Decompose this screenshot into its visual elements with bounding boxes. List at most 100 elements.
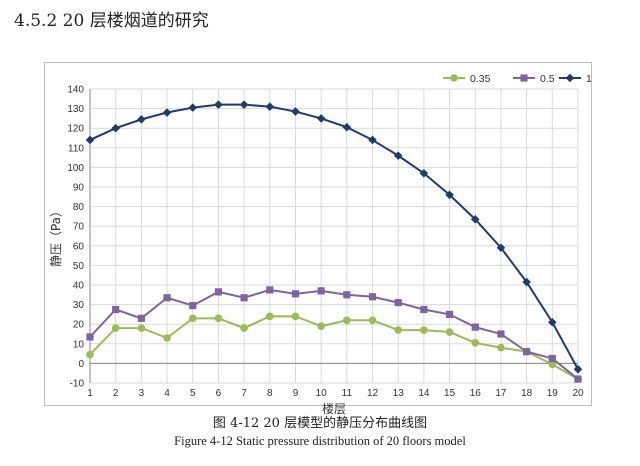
x-tick-label: 12 xyxy=(367,388,379,399)
y-tick-label: 60 xyxy=(73,241,85,252)
data-point xyxy=(420,305,428,314)
y-tick-label: 110 xyxy=(68,143,84,154)
y-tick-label: 40 xyxy=(73,281,85,292)
data-point xyxy=(470,215,480,224)
data-point xyxy=(471,339,480,347)
y-tick-label: 120 xyxy=(67,124,84,135)
y-tick-label: 10 xyxy=(73,339,85,350)
legend-label: 0.35 xyxy=(470,73,491,85)
data-point xyxy=(265,102,275,111)
data-point xyxy=(316,114,326,123)
data-point xyxy=(137,314,145,322)
data-point xyxy=(137,115,146,124)
data-point xyxy=(496,243,506,253)
data-point xyxy=(240,294,248,302)
data-point xyxy=(393,151,403,160)
y-tick-label: 130 xyxy=(67,104,84,115)
series-line xyxy=(89,103,579,370)
data-point xyxy=(523,348,531,356)
y-tick-label: 30 xyxy=(73,300,85,311)
y-tick-label: -10 xyxy=(70,379,85,390)
x-tick-label: 3 xyxy=(139,388,145,399)
data-point xyxy=(265,312,274,321)
data-point xyxy=(85,135,95,145)
data-point xyxy=(368,135,377,145)
data-point xyxy=(368,293,377,301)
chart-series xyxy=(85,100,583,383)
x-tick-label: 13 xyxy=(393,388,405,399)
x-tick-label: 18 xyxy=(521,388,533,399)
data-point xyxy=(548,317,557,327)
data-point xyxy=(573,364,583,374)
data-point xyxy=(471,323,479,331)
chart-legend: 0.35 0.5 1 xyxy=(443,73,592,85)
data-point xyxy=(189,301,197,310)
section-heading: 4.5.2 20 层楼烟道的研究 xyxy=(14,11,209,31)
x-tick-label: 19 xyxy=(547,388,559,399)
data-point xyxy=(394,299,402,307)
legend-item: 0.5 xyxy=(513,73,555,85)
legend-label: 0.5 xyxy=(540,73,555,85)
data-point xyxy=(394,326,403,334)
data-point xyxy=(548,360,557,369)
x-tick-label: 5 xyxy=(190,388,196,399)
figure-caption-english: Figure 4-12 Static pressure distribution… xyxy=(174,434,466,448)
data-point xyxy=(112,305,120,314)
legend-marker xyxy=(565,73,575,83)
x-tick-label: 11 xyxy=(342,388,353,399)
x-tick-label: 6 xyxy=(216,388,222,399)
legend-label: 1 xyxy=(586,73,592,85)
data-point xyxy=(419,168,429,178)
chart-grid xyxy=(89,88,579,384)
data-point xyxy=(111,324,120,332)
x-tick-label: 17 xyxy=(495,388,507,399)
x-tick-label: 1 xyxy=(87,388,93,399)
x-tick-label: 14 xyxy=(418,388,430,399)
data-point xyxy=(291,107,300,116)
data-point xyxy=(214,288,223,296)
legend-item: 1 xyxy=(559,73,592,85)
data-point xyxy=(266,286,274,294)
data-point xyxy=(188,103,198,112)
legend-item: 0.35 xyxy=(443,73,491,85)
figure-caption-chinese: 图 4-12 20 层模型的静压分布曲线图 xyxy=(212,416,428,431)
y-tick-label: 100 xyxy=(67,163,84,174)
data-point xyxy=(343,316,351,325)
x-tick-label: 15 xyxy=(444,388,456,399)
x-tick-label: 20 xyxy=(572,388,584,399)
data-point xyxy=(497,343,505,352)
y-axis-label: 静压（Pa） xyxy=(49,205,63,267)
data-point xyxy=(445,190,454,200)
series-1 xyxy=(86,286,582,383)
data-point xyxy=(240,324,248,332)
data-point xyxy=(343,291,351,299)
data-point xyxy=(445,328,454,336)
data-point xyxy=(137,324,146,332)
y-tick-label: 20 xyxy=(73,320,85,331)
data-point xyxy=(214,314,223,323)
series-line xyxy=(89,315,579,380)
x-tick-label: 16 xyxy=(470,388,482,399)
y-tick-label: 50 xyxy=(73,261,85,272)
y-tick-label: 140 xyxy=(67,85,84,96)
data-point xyxy=(163,334,171,342)
series-line xyxy=(89,288,579,380)
data-point xyxy=(162,108,172,117)
y-tick-label: 80 xyxy=(73,202,85,213)
data-point xyxy=(86,333,94,341)
legend-marker xyxy=(450,74,458,82)
data-point xyxy=(574,375,582,383)
data-point xyxy=(317,287,325,295)
series-2 xyxy=(85,100,583,374)
series-0 xyxy=(86,312,582,383)
data-point xyxy=(548,354,556,363)
x-tick-label: 2 xyxy=(113,388,119,399)
data-point xyxy=(522,277,531,287)
x-tick-label: 10 xyxy=(316,388,328,399)
data-point xyxy=(317,322,325,330)
data-point xyxy=(291,290,300,298)
data-point xyxy=(111,123,120,133)
y-tick-label: 0 xyxy=(78,359,84,370)
